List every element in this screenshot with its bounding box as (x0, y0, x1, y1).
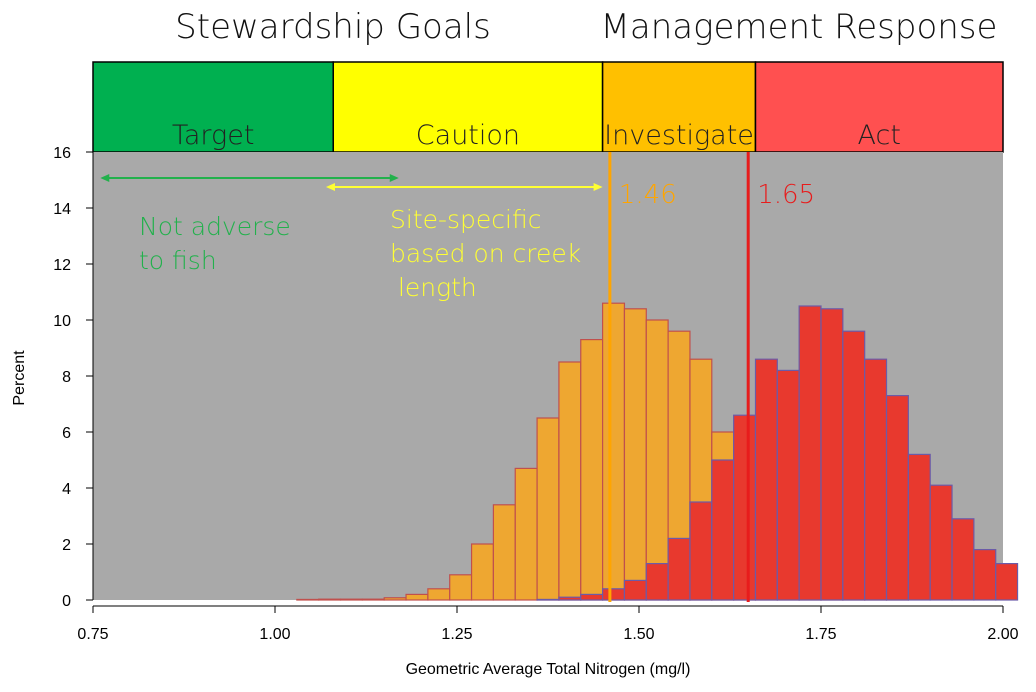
bar-orange (361, 598, 385, 601)
bars-red (536, 305, 1019, 601)
bar-red (689, 501, 713, 601)
bar-red (798, 305, 822, 601)
bar-red (667, 537, 691, 601)
bar-orange (383, 597, 407, 601)
bar-orange (318, 598, 342, 601)
bar-red (558, 596, 582, 601)
bar-red (864, 358, 888, 601)
threshold-lines: 1.46 1.65 (608, 152, 815, 602)
zone-bar: Target Caution Investigate Act (92, 61, 1004, 153)
bar-red (995, 562, 1019, 601)
annotation-text-1-line-2: to fish (139, 246, 217, 275)
y-tick-label: 2 (62, 537, 71, 554)
y-tick-label: 0 (62, 593, 71, 610)
y-axis-title: Percent (11, 350, 28, 406)
bar-red (907, 453, 931, 601)
bar-orange (492, 504, 516, 601)
zone-investigate (601, 61, 757, 153)
bar-red (536, 598, 560, 601)
x-tick-label: 1.50 (623, 626, 654, 643)
header-management-response: Management Response (601, 7, 998, 47)
bar-orange (470, 543, 494, 601)
zone-label-investigate: Investigate (604, 120, 754, 151)
axes: 0 2 4 6 8 10 12 14 16 0.75 1.00 1.25 1.50 1.75 2.00 (53, 145, 1018, 643)
annotation-text-2-line-3: length (390, 273, 477, 302)
bar-orange (339, 598, 363, 601)
bar-orange (296, 598, 320, 601)
zone-act (754, 61, 1004, 153)
bar-orange (558, 361, 582, 601)
threshold-label-1.46: 1.46 (619, 180, 677, 210)
y-tick-label: 6 (62, 425, 71, 442)
y-tick-label: 8 (62, 369, 71, 386)
bar-orange (623, 308, 647, 601)
bar-red (601, 588, 626, 601)
x-tick-label: 2.00 (987, 626, 1018, 643)
annotation-text-2-line-1: Site-specific (390, 205, 541, 234)
bar-red (973, 548, 997, 601)
bar-orange (405, 593, 429, 601)
annotations: Not adverse to fish Site-specific based on … (100, 174, 603, 302)
bar-red (580, 593, 604, 601)
arrowhead-left-icon (100, 174, 110, 182)
x-tick-label: 1.00 (259, 626, 290, 643)
bar-red (645, 562, 669, 601)
bar-red (776, 369, 800, 601)
threshold-label-1.65: 1.65 (757, 180, 815, 210)
zone-label-act: Act (858, 120, 901, 151)
bar-red (711, 459, 735, 601)
bar-orange (536, 417, 560, 601)
bar-orange (449, 574, 473, 601)
bar-red (951, 518, 975, 601)
x-tick-label: 0.75 (77, 626, 108, 643)
y-tick-label: 14 (53, 201, 71, 218)
x-tick-label: 1.75 (805, 626, 836, 643)
arrowhead-right-icon (593, 183, 603, 191)
y-tick-label: 16 (53, 145, 71, 162)
bar-red (885, 395, 909, 601)
zone-label-caution: Caution (416, 120, 520, 151)
bar-red (820, 308, 844, 601)
bar-orange (645, 319, 669, 601)
y-tick-label: 4 (62, 481, 71, 498)
bar-orange (601, 302, 626, 601)
arrowhead-right-icon (389, 174, 399, 182)
annotation-text-1-line-1: Not adverse (139, 212, 291, 241)
bar-orange (514, 467, 538, 601)
bar-red (733, 414, 757, 601)
bar-red (754, 358, 778, 601)
y-tick-label: 10 (53, 313, 71, 330)
bar-red (623, 579, 647, 601)
zone-caution (332, 61, 604, 153)
zone-target (92, 61, 334, 153)
zone-label-target: Target (172, 120, 255, 151)
bar-orange (580, 339, 604, 601)
annotation-text-2-line-2: based on creek (390, 239, 581, 268)
arrowhead-left-icon (325, 183, 335, 191)
bar-red (929, 484, 953, 601)
header-stewardship-goals: Stewardship Goals (175, 7, 491, 47)
y-tick-label: 12 (53, 257, 71, 274)
x-axis-title: Geometric Average Total Nitrogen (mg/l) (406, 661, 691, 678)
bar-red (842, 330, 866, 601)
bar-orange (427, 588, 451, 601)
x-tick-label: 1.25 (441, 626, 472, 643)
